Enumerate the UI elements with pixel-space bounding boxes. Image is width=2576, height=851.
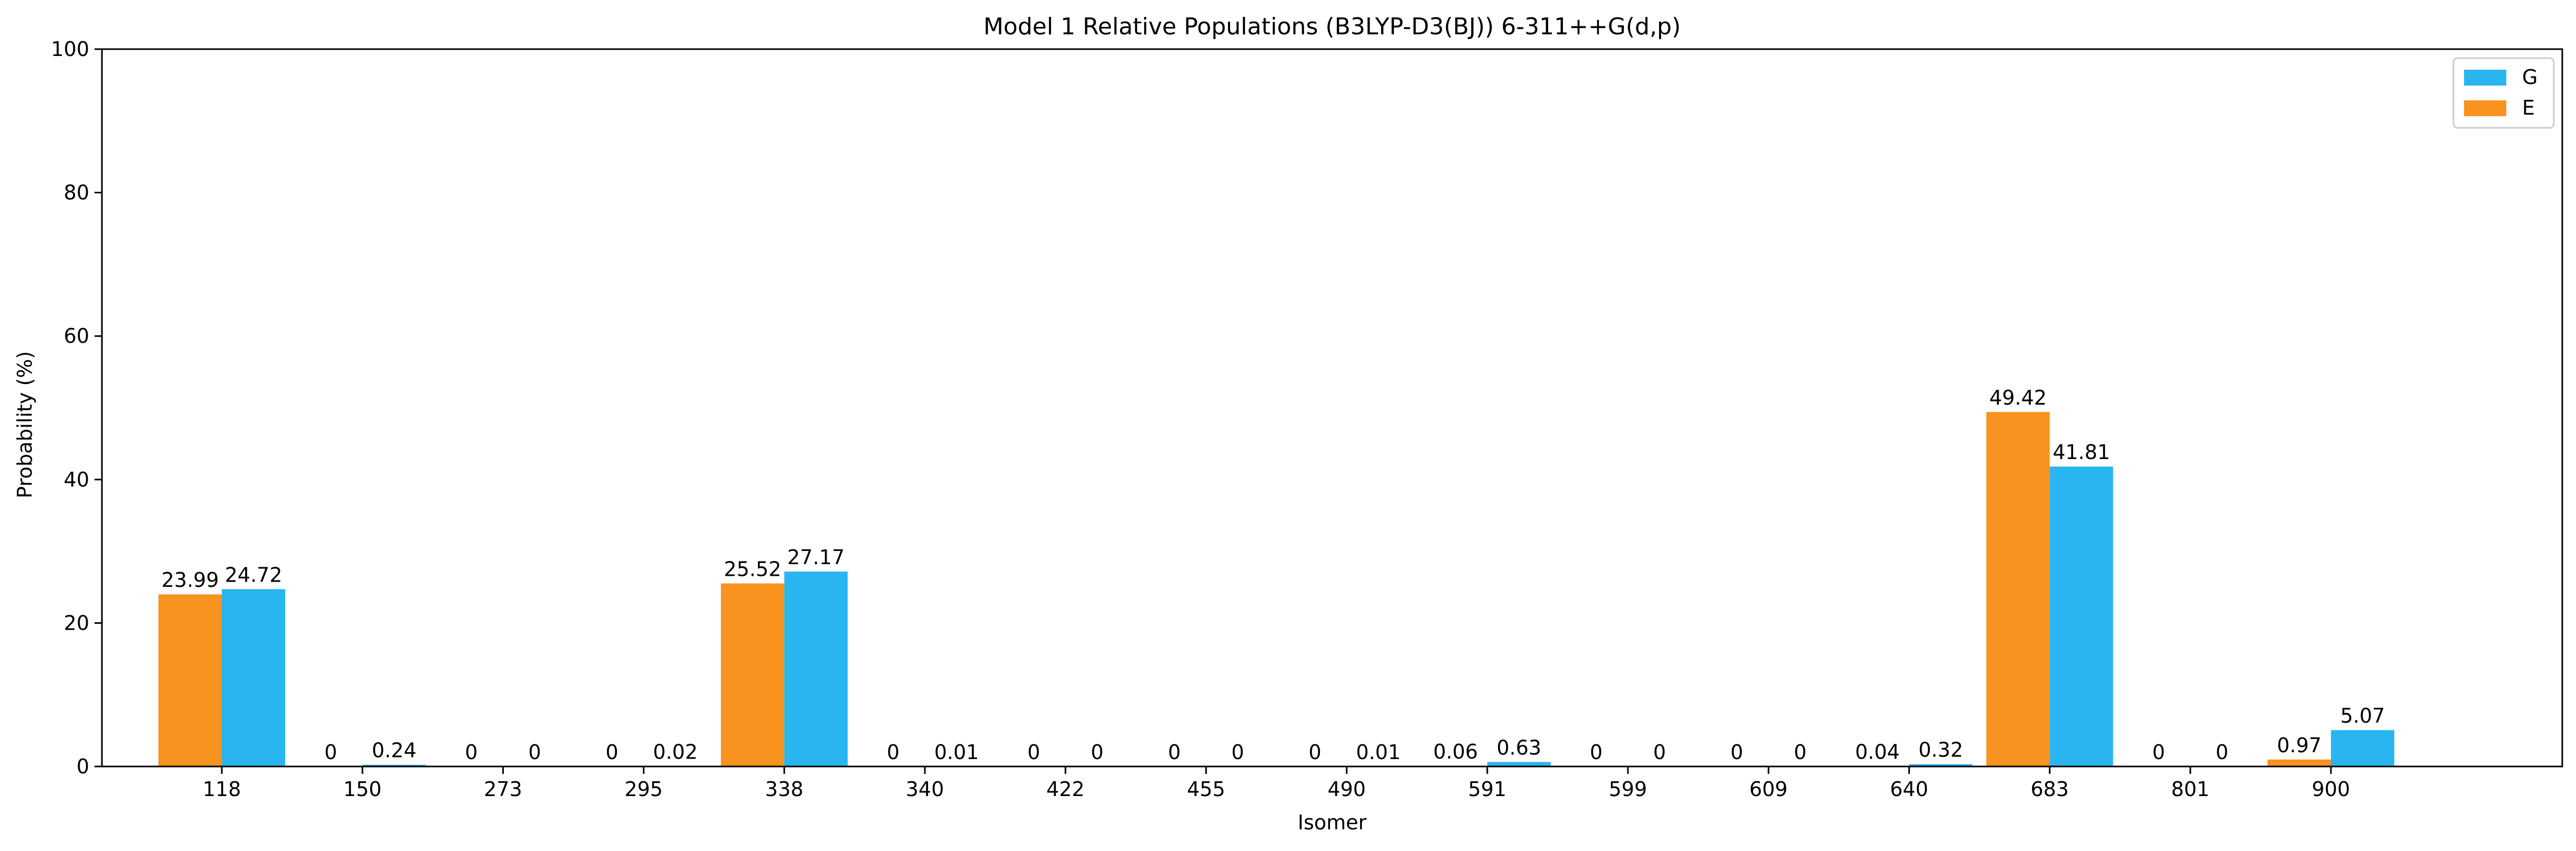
y-tick-label: 60: [64, 324, 89, 348]
bar-value-label: 25.52: [724, 557, 781, 581]
bar-value-label: 0: [528, 741, 541, 764]
y-tick-label: 20: [64, 611, 89, 634]
bar-value-label: 0: [2216, 741, 2228, 764]
bar-value-label: 0: [1091, 741, 1103, 764]
x-tick-label: 609: [1749, 778, 1788, 801]
x-tick-label: 640: [1890, 778, 1928, 801]
x-axis-label: Isomer: [1298, 811, 1367, 834]
bar-g-683: [2049, 466, 2113, 766]
bar-value-label: 0: [2152, 741, 2165, 764]
bar-value-label: 27.17: [787, 546, 845, 569]
bar-value-label: 0.04: [1855, 740, 1900, 763]
bar-value-label: 5.07: [2340, 704, 2385, 727]
bar-e-118: [158, 594, 222, 766]
bar-g-591: [1487, 762, 1551, 766]
plot-bars: [158, 412, 2394, 766]
plot-frame: [101, 48, 2563, 768]
x-tick-label: 591: [1468, 778, 1507, 801]
legend-label-e: E: [2522, 96, 2535, 119]
bar-value-label: 0: [1231, 741, 1244, 764]
bar-value-label: 23.99: [162, 568, 219, 592]
bar-value-label: 0: [1653, 741, 1666, 764]
x-tick-label: 118: [203, 778, 241, 801]
bar-value-label: 0: [324, 741, 337, 764]
bar-value-label: 0.63: [1496, 736, 1541, 759]
bar-value-label: 41.81: [2053, 441, 2110, 464]
y-tick-label: 40: [64, 468, 89, 491]
bar-value-label: 0: [1794, 741, 1806, 764]
y-axis-ticks: 0 20 40 60 80 100: [51, 38, 102, 778]
bar-g-900: [2331, 730, 2394, 766]
bar-g-640: [1909, 764, 1973, 766]
x-tick-label: 338: [765, 778, 804, 801]
x-tick-label: 455: [1187, 778, 1225, 801]
legend: GE: [2452, 57, 2555, 129]
bar-value-label: 0: [1590, 741, 1603, 764]
x-tick-label: 900: [2312, 778, 2350, 801]
x-tick-label: 150: [343, 778, 382, 801]
bar-value-label: 0.06: [1433, 740, 1478, 763]
x-tick-label: 490: [1327, 778, 1366, 801]
bar-value-label: 0.02: [653, 741, 698, 764]
bar-value-label: 24.72: [225, 563, 283, 586]
bar-value-label: 0.32: [1918, 738, 1963, 762]
bar-e-683: [1986, 412, 2050, 766]
x-tick-label: 295: [624, 778, 663, 801]
y-tick-label: 80: [64, 181, 89, 204]
legend-swatch-e: [2464, 100, 2506, 116]
y-tick-label: 100: [51, 38, 89, 61]
bar-value-label: 49.42: [1989, 386, 2047, 409]
bar-value-label: 0: [465, 741, 477, 764]
bar-value-labels: 23.99 0 0 0 25.52 0 0 0 0 0.06 0 0 0.04 49.42 0 0.97 24.…: [162, 386, 2385, 764]
x-tick-label: 683: [2030, 778, 2069, 801]
bar-e-900: [2268, 759, 2331, 766]
legend-swatch-g: [2464, 70, 2506, 86]
bar-value-label: 0: [1168, 741, 1181, 764]
bar-g-118: [222, 589, 285, 766]
x-tick-label: 422: [1046, 778, 1085, 801]
bar-value-label: 0.01: [934, 741, 979, 764]
bar-value-label: 0.01: [1356, 741, 1401, 764]
bar-value-label: 0: [1027, 741, 1040, 764]
x-tick-label: 801: [2171, 778, 2210, 801]
bar-value-label: 0: [1309, 741, 1322, 764]
y-tick-label: 0: [77, 755, 89, 778]
chart-title: Model 1 Relative Populations (B3LYP-D3(B…: [983, 13, 1681, 40]
x-tick-label: 273: [484, 778, 522, 801]
bar-value-label: 0: [887, 741, 900, 764]
bar-e-338: [720, 583, 784, 766]
x-axis-ticks: 118 150 273 295 338 340 422 455 490 591 599 609 640 6…: [203, 766, 2350, 801]
bar-g-150: [362, 764, 426, 766]
legend-box: [2452, 57, 2555, 129]
legend-label-g: G: [2522, 66, 2537, 89]
y-axis-label: Probability (%): [13, 351, 36, 499]
x-tick-label: 599: [1609, 778, 1647, 801]
bar-value-label: 0.24: [372, 739, 417, 762]
bar-value-label: 0.97: [2277, 734, 2322, 757]
x-tick-label: 340: [906, 778, 944, 801]
bar-value-label: 0: [606, 741, 619, 764]
bar-value-label: 0: [1730, 741, 1743, 764]
bar-g-338: [784, 572, 848, 766]
